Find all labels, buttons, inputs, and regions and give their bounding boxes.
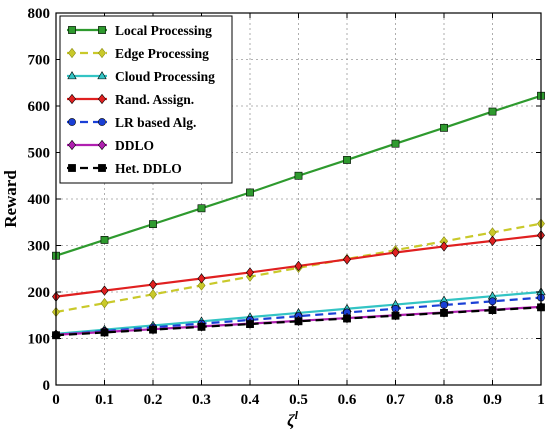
x-tick-label: 0.2 bbox=[144, 392, 163, 408]
data-point bbox=[100, 236, 109, 244]
y-tick-label: 400 bbox=[28, 192, 51, 208]
legend-marker bbox=[68, 47, 76, 59]
legend-marker bbox=[68, 139, 76, 151]
data-point bbox=[391, 139, 400, 148]
x-tick-label: 0.9 bbox=[483, 392, 502, 408]
y-axis-label: Reward bbox=[1, 170, 20, 228]
series-rand-assign bbox=[52, 230, 545, 302]
data-point bbox=[100, 285, 109, 296]
x-axis-label: ζl bbox=[287, 408, 299, 430]
legend-marker bbox=[98, 93, 106, 105]
legend-item: Het. DDLO bbox=[67, 161, 182, 176]
x-tick-label: 0.3 bbox=[192, 392, 211, 408]
y-tick-label: 0 bbox=[43, 378, 51, 394]
x-axis-label-base: ζ bbox=[287, 411, 295, 430]
legend-marker bbox=[68, 26, 76, 34]
data-point bbox=[343, 254, 351, 265]
data-point bbox=[100, 297, 109, 309]
data-point bbox=[391, 247, 400, 258]
data-point bbox=[246, 188, 254, 197]
legend-label: Cloud Processing bbox=[115, 69, 215, 84]
data-point bbox=[246, 267, 254, 278]
y-tick-label: 600 bbox=[28, 99, 51, 115]
x-tick-label: 0 bbox=[52, 392, 60, 408]
legend-marker bbox=[98, 118, 106, 126]
legend-item: Cloud Processing bbox=[67, 69, 215, 84]
data-point bbox=[440, 241, 448, 252]
legend-label: Rand. Assign. bbox=[115, 92, 194, 107]
legend-label: Edge Processing bbox=[115, 46, 209, 61]
x-tick-label: 1 bbox=[537, 392, 545, 408]
legend-label: DDLO bbox=[115, 138, 154, 153]
legend-marker bbox=[98, 26, 106, 34]
data-point bbox=[294, 317, 303, 326]
legend-marker bbox=[98, 47, 106, 59]
data-point bbox=[197, 204, 206, 213]
y-tick-label: 500 bbox=[28, 146, 51, 162]
legend-marker bbox=[67, 71, 77, 80]
legend-item: LR based Alg. bbox=[67, 115, 196, 130]
legend-item: Local Processing bbox=[67, 23, 212, 38]
data-point bbox=[197, 273, 206, 284]
data-point bbox=[343, 156, 351, 164]
legend: Local Processing Edge Processing Cloud Pro… bbox=[59, 15, 233, 184]
legend-marker bbox=[97, 71, 107, 80]
data-point bbox=[343, 314, 351, 323]
tick-labels: 0 0.1 0.2 0.3 0.4 0.5 0.6 0.7 0.8 0.9 1 0 100 200 300 4… bbox=[28, 6, 545, 408]
data-point bbox=[149, 325, 157, 334]
series-line bbox=[55, 296, 542, 336]
y-tick-label: 200 bbox=[28, 285, 51, 301]
data-point bbox=[440, 123, 448, 132]
x-tick-label: 0.4 bbox=[241, 392, 260, 408]
y-tick-label: 800 bbox=[28, 6, 51, 22]
data-point bbox=[488, 306, 497, 315]
legend-item: DDLO bbox=[67, 138, 154, 153]
legend-item: Rand. Assign. bbox=[67, 92, 194, 107]
data-point bbox=[197, 322, 206, 331]
legend-marker bbox=[68, 93, 76, 105]
data-point bbox=[149, 279, 157, 290]
x-tick-label: 0.5 bbox=[289, 392, 308, 408]
legend-item: Edge Processing bbox=[67, 46, 209, 61]
data-point bbox=[100, 328, 109, 337]
y-tick-label: 700 bbox=[28, 53, 51, 69]
data-point bbox=[488, 297, 497, 306]
x-tick-label: 0.8 bbox=[435, 392, 454, 408]
data-point bbox=[197, 280, 206, 291]
data-point bbox=[488, 107, 497, 116]
y-tick-label: 100 bbox=[28, 332, 51, 348]
data-point bbox=[294, 171, 303, 180]
data-point bbox=[294, 260, 303, 272]
data-point bbox=[488, 235, 497, 247]
series-line bbox=[55, 222, 542, 314]
data-point bbox=[246, 320, 254, 328]
data-point bbox=[391, 311, 400, 320]
x-tick-label: 0.6 bbox=[338, 392, 357, 408]
x-tick-label: 0.7 bbox=[386, 392, 405, 408]
data-point bbox=[149, 289, 157, 300]
y-tick-label: 300 bbox=[28, 239, 51, 255]
legend-marker bbox=[98, 139, 106, 151]
x-tick-label: 0.1 bbox=[95, 392, 114, 408]
series-line bbox=[55, 306, 542, 337]
legend-marker bbox=[98, 164, 106, 172]
legend-label: Het. DDLO bbox=[115, 161, 182, 176]
legend-marker bbox=[68, 118, 76, 126]
data-point bbox=[440, 309, 448, 317]
legend-label: Local Processing bbox=[115, 23, 212, 38]
data-point bbox=[149, 220, 157, 229]
x-axis-label-sup: l bbox=[295, 408, 299, 422]
legend-marker bbox=[68, 164, 76, 172]
legend-label: LR based Alg. bbox=[115, 115, 196, 130]
